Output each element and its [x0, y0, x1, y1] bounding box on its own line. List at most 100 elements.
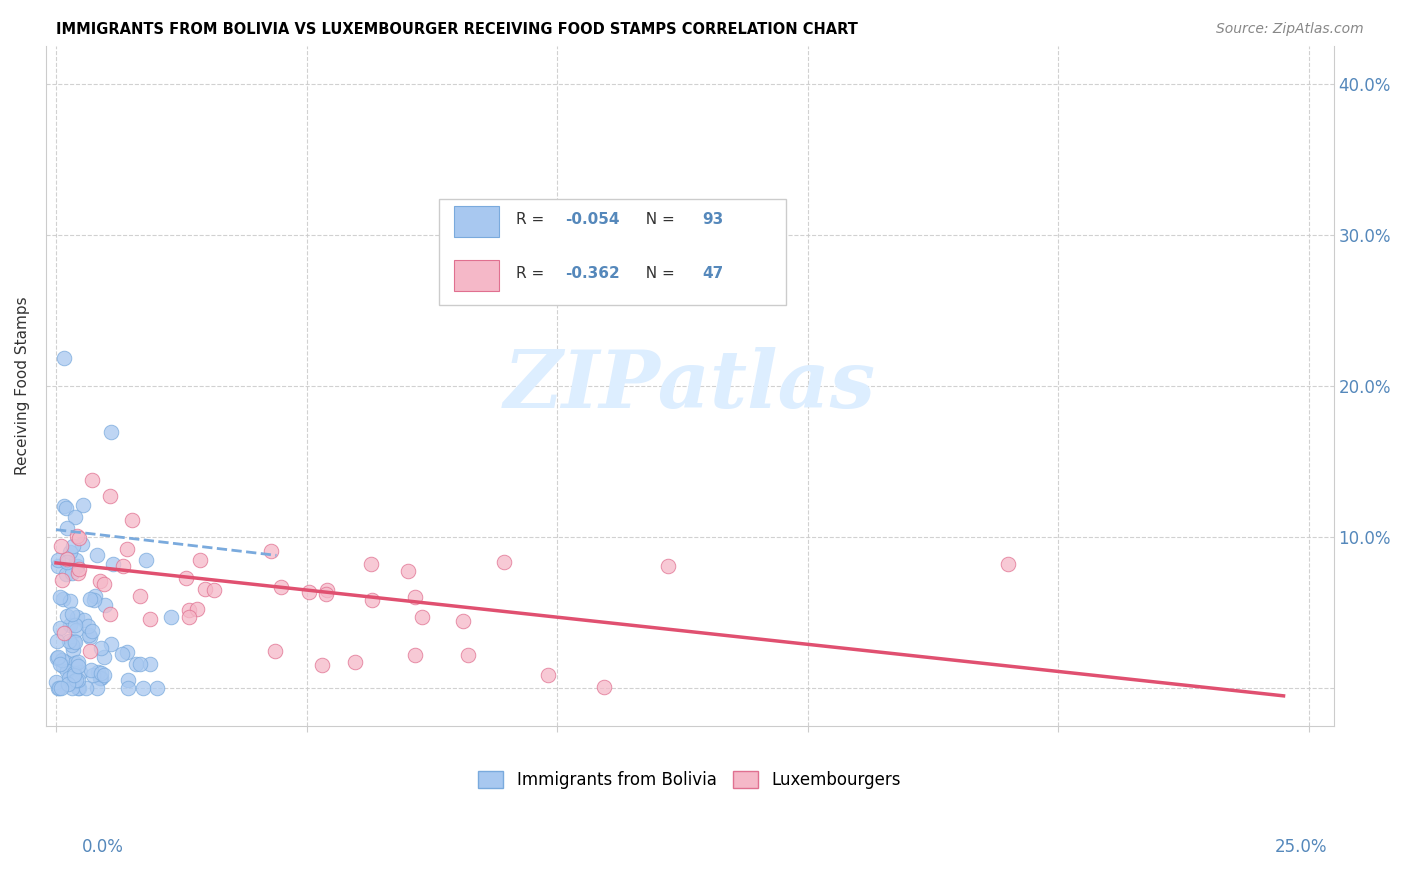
- Point: [59, 665, 82, 680]
- Point: [65, 623, 87, 637]
- Point: [260, 544, 283, 558]
- Point: [111, 558, 134, 573]
- Point: [46, 634, 69, 648]
- Point: [298, 584, 321, 599]
- Point: [83, 589, 105, 603]
- Point: [404, 591, 426, 605]
- Point: [159, 610, 181, 624]
- Point: [101, 557, 124, 571]
- Point: [52, 626, 75, 640]
- Point: [657, 558, 679, 573]
- Point: [90, 641, 112, 656]
- Point: [59, 544, 82, 558]
- Point: [48, 681, 70, 696]
- Text: 47: 47: [703, 267, 724, 282]
- Text: N =: N =: [636, 212, 679, 227]
- Point: [315, 587, 337, 601]
- Point: [56, 554, 79, 568]
- Point: [404, 648, 426, 662]
- Point: [179, 603, 201, 617]
- Point: [63, 634, 86, 648]
- Point: [53, 351, 76, 366]
- Point: [51, 681, 73, 696]
- Point: [139, 612, 162, 626]
- Bar: [454, 206, 499, 236]
- Point: [264, 644, 287, 658]
- Point: [202, 582, 225, 597]
- Point: [49, 590, 72, 604]
- Point: [129, 589, 152, 603]
- Point: [93, 577, 115, 591]
- Point: [174, 572, 197, 586]
- Point: [110, 647, 132, 661]
- Point: [46, 553, 69, 567]
- Point: [67, 562, 90, 576]
- Point: [188, 553, 211, 567]
- Legend: Immigrants from Bolivia, Luxembourgers: Immigrants from Bolivia, Luxembourgers: [472, 764, 908, 796]
- Text: -0.054: -0.054: [565, 212, 620, 227]
- Point: [360, 593, 382, 607]
- Point: [100, 607, 122, 621]
- Point: [344, 655, 367, 669]
- Point: [55, 521, 77, 535]
- Point: [593, 681, 616, 695]
- Point: [100, 637, 122, 651]
- Point: [48, 558, 70, 573]
- Point: [66, 610, 89, 624]
- Point: [62, 540, 84, 554]
- Point: [63, 510, 86, 524]
- Point: [86, 548, 108, 562]
- Point: [67, 681, 90, 696]
- Point: [411, 610, 433, 624]
- Point: [79, 592, 101, 607]
- Point: [60, 566, 83, 581]
- Point: [46, 649, 69, 664]
- Text: 93: 93: [703, 212, 724, 227]
- Point: [49, 621, 72, 635]
- Bar: [454, 260, 499, 291]
- Point: [58, 634, 80, 648]
- Point: [66, 566, 89, 580]
- Point: [117, 681, 139, 696]
- Point: [145, 681, 167, 696]
- Point: [51, 653, 73, 667]
- Point: [63, 618, 86, 632]
- Point: [80, 624, 103, 638]
- Point: [360, 558, 382, 572]
- Point: [115, 645, 138, 659]
- Point: [100, 425, 122, 439]
- Point: [194, 582, 217, 596]
- Point: [86, 681, 108, 696]
- Point: [79, 663, 101, 677]
- Point: [58, 671, 80, 685]
- Point: [87, 665, 110, 679]
- Point: [55, 655, 77, 669]
- Point: [125, 657, 148, 671]
- Text: N =: N =: [636, 267, 679, 282]
- Text: 0.0%: 0.0%: [82, 838, 124, 856]
- Point: [135, 553, 157, 567]
- Point: [89, 671, 111, 685]
- Point: [65, 529, 87, 543]
- Point: [82, 473, 104, 487]
- Point: [311, 657, 333, 672]
- Text: -0.362: -0.362: [565, 267, 620, 282]
- Point: [45, 651, 67, 665]
- Point: [56, 677, 79, 691]
- Point: [457, 648, 479, 662]
- Point: [121, 513, 143, 527]
- Point: [129, 657, 152, 671]
- Point: [79, 643, 101, 657]
- Point: [997, 558, 1019, 572]
- Point: [67, 673, 90, 687]
- Point: [49, 657, 72, 672]
- Point: [90, 666, 112, 681]
- Point: [59, 617, 82, 632]
- Point: [62, 681, 84, 696]
- Point: [69, 665, 91, 680]
- Point: [59, 594, 82, 608]
- Point: [83, 593, 105, 607]
- FancyBboxPatch shape: [439, 199, 786, 304]
- Text: IMMIGRANTS FROM BOLIVIA VS LUXEMBOURGER RECEIVING FOOD STAMPS CORRELATION CHART: IMMIGRANTS FROM BOLIVIA VS LUXEMBOURGER …: [56, 22, 858, 37]
- Point: [56, 664, 79, 678]
